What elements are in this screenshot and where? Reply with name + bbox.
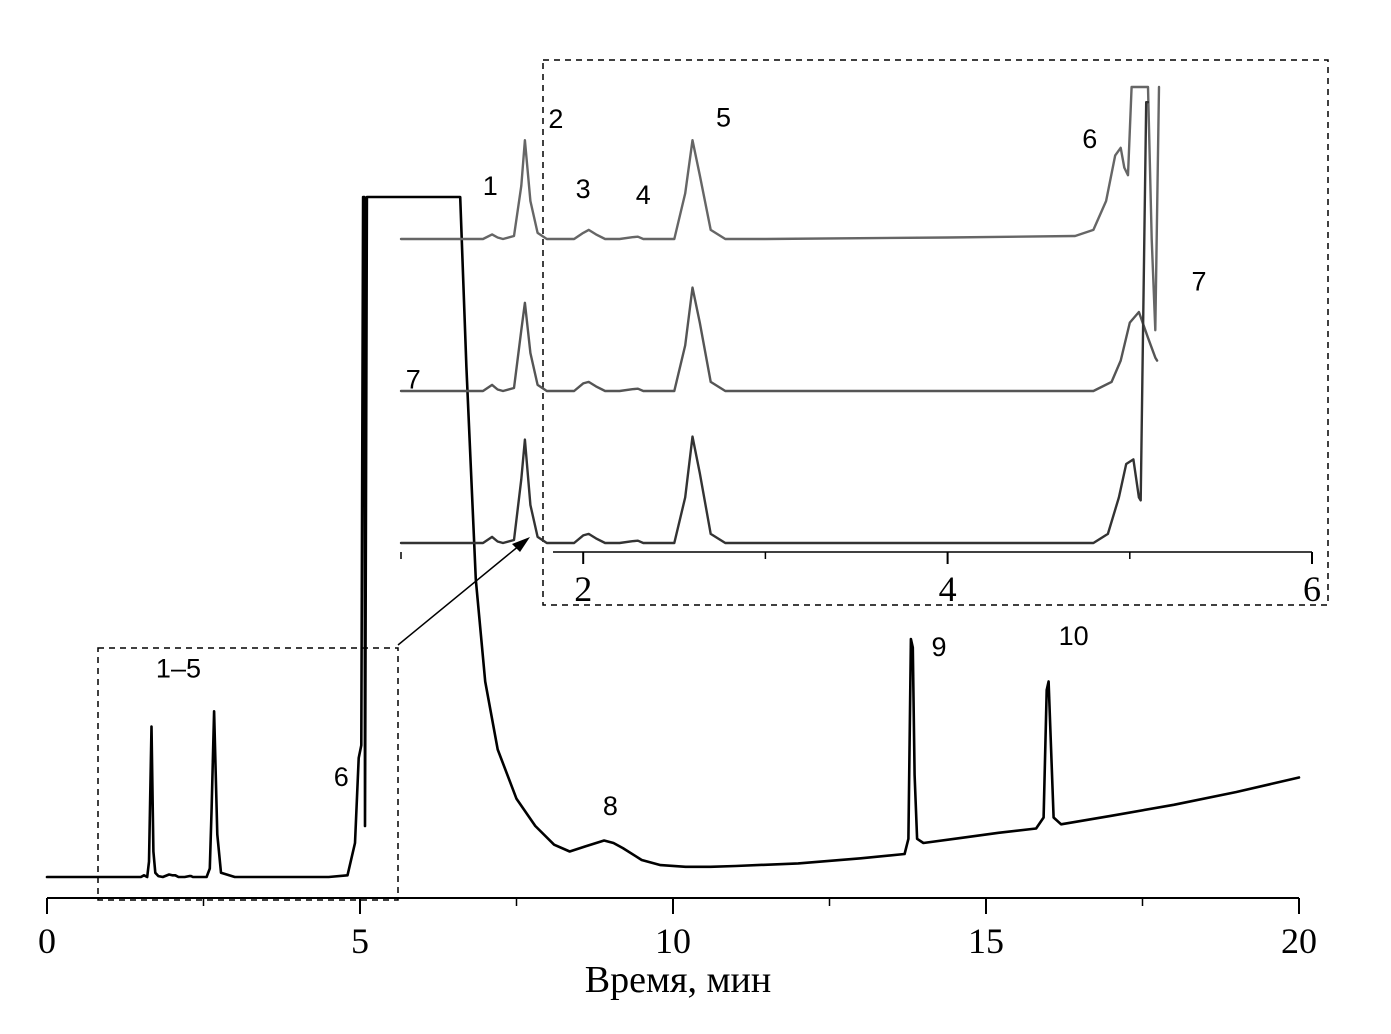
main-chart: 0 5 10 15 20 Время, мин 1–5 6 7 8 9 10 [38, 195, 1317, 1001]
x-tick-label: 0 [38, 921, 56, 961]
inset-series [399, 85, 1161, 545]
x-axis-title: Время, мин [585, 959, 771, 1001]
peak-label: 2 [548, 104, 563, 134]
x-tick-label: 4 [939, 569, 957, 609]
x-tick-label: 15 [968, 921, 1004, 961]
series-line-2 [399, 101, 1150, 545]
main-peak-labels: 1–5 6 7 8 9 10 [156, 364, 1089, 821]
peak-label: 5 [716, 103, 731, 133]
peak-label: 1–5 [156, 653, 201, 683]
series-line-1 [399, 286, 1159, 393]
main-series [45, 195, 1301, 879]
zoom-region-box [97, 647, 399, 901]
inset-frame [542, 59, 1329, 606]
x-tick-label: 10 [655, 921, 691, 961]
series-line-0 [45, 195, 1301, 879]
zoom-arrow [397, 544, 521, 646]
inset-peak-labels: 1 2 3 4 5 6 7 [483, 103, 1207, 297]
x-tick-label: 5 [351, 921, 369, 961]
peak-label: 6 [334, 762, 349, 792]
peak-label: 8 [603, 791, 618, 821]
peak-label: 6 [1082, 124, 1097, 154]
inset-chart: 2 4 6 1 2 3 4 5 6 7 [399, 59, 1329, 609]
peak-label: 10 [1059, 621, 1089, 651]
main-x-ticks [46, 898, 1300, 914]
peak-label: 9 [932, 632, 947, 662]
peak-label: 4 [636, 180, 651, 210]
x-tick-label: 6 [1303, 569, 1321, 609]
peak-label: 7 [406, 364, 421, 394]
inset-x-tick-labels: 2 4 6 [574, 569, 1321, 609]
peak-label: 7 [1192, 267, 1207, 297]
peak-label: 1 [483, 171, 498, 201]
peak-label: 3 [576, 174, 591, 204]
zoom-arrow-head [512, 537, 530, 552]
series-line-0 [399, 85, 1161, 332]
inset-x-ticks [400, 552, 1313, 564]
x-tick-label: 20 [1281, 921, 1317, 961]
main-x-tick-labels: 0 5 10 15 20 [38, 921, 1317, 961]
x-tick-label: 2 [574, 569, 592, 609]
